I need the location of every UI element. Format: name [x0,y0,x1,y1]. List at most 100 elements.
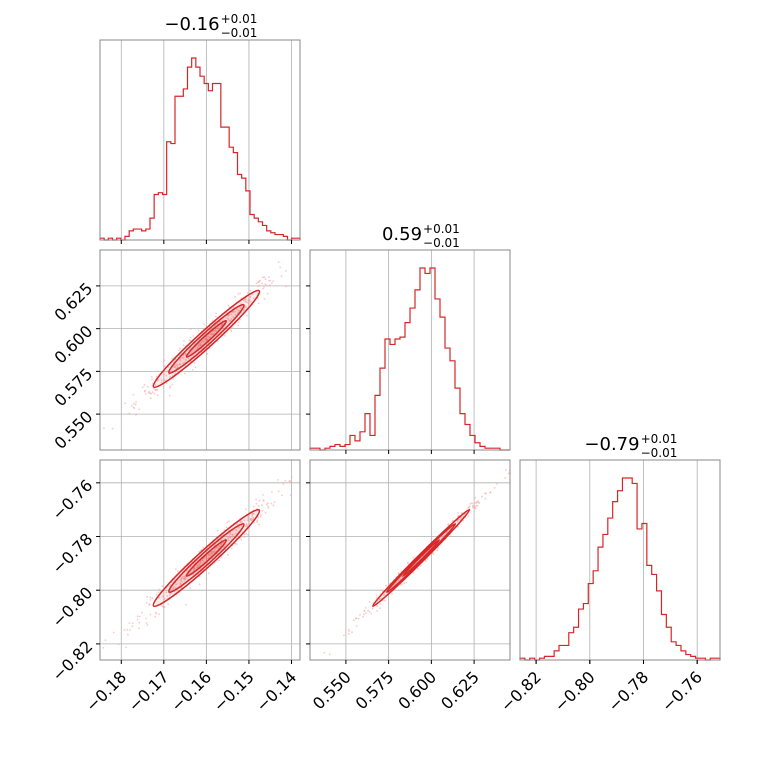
sample-point [234,313,237,316]
sample-point [165,591,168,594]
sample-point [111,427,114,430]
sample-point [176,570,179,572]
y-tick-label: 0.625 [51,279,97,325]
sample-point [163,379,165,382]
sample-point [256,519,259,522]
sample-point [145,601,148,604]
sample-point [148,390,151,393]
sample-point [158,588,161,591]
sample-point [468,505,471,508]
sample-point [151,391,154,394]
sample-point [208,554,210,557]
sample-point [200,341,203,344]
sample-point [240,520,243,522]
sample-point [182,357,185,359]
sample-point [261,509,264,512]
sample-point [270,502,273,505]
corner-plot-panels: −0.16 +0.01−0.010.59 +0.01−0.01−0.79 +0.01−… [48,12,721,715]
sample-point [277,479,279,481]
sample-point [235,537,238,540]
sample-point [192,567,195,570]
sample-point [474,507,476,509]
sample-point [352,619,355,622]
x-axis-col-1: −0.18−0.17−0.16−0.15−0.14 [82,660,300,715]
sample-point [157,378,160,381]
sample-point [234,542,237,545]
sample-point [255,502,258,505]
sample-point [172,587,175,590]
sample-point [211,332,214,334]
sample-point [412,556,415,559]
sample-point [302,267,304,269]
sample-point [253,513,256,515]
sample-point [289,480,291,482]
sample-point [471,506,474,509]
sample-point [218,559,221,562]
sample-point [385,584,387,587]
sample-point [252,516,255,519]
sample-point [169,376,172,378]
sample-point [184,576,186,579]
sample-point [403,582,406,585]
sample-point [224,543,227,546]
sample-point [158,596,161,599]
y-tick-label: −0.82 [48,637,96,685]
sample-point [215,312,218,315]
sample-point [376,610,378,612]
sample-point [235,543,238,545]
sample-point [378,598,381,601]
sample-point [237,293,240,295]
sample-point [471,502,473,504]
sample-point [162,595,164,598]
sample-point [156,394,159,396]
histogram-panel-1: −0.16 +0.01−0.01 [99,12,301,244]
sample-point [158,613,161,616]
sample-point [244,508,247,511]
sample-point [384,599,387,602]
sample-point [412,571,415,574]
sample-point [212,333,215,336]
sample-point [239,307,242,309]
sample-point [221,323,224,326]
panel-frame [99,249,301,451]
sample-point [347,628,350,631]
y-tick-label: 0.575 [51,364,97,410]
sample-point [197,566,200,568]
sample-point [235,533,237,535]
sample-point [328,653,331,656]
sample-point [236,308,238,311]
sample-point [304,253,306,255]
sample-point [245,306,248,308]
sample-point [262,499,265,501]
sample-point [179,359,182,362]
sample-point [126,628,129,631]
sample-point [123,629,126,631]
sample-point [189,587,192,590]
sample-point [244,525,247,527]
histogram-panel-2: 0.59 +0.01−0.01 [309,222,511,454]
sample-point [457,518,460,521]
sample-point [160,381,163,384]
sample-point [151,597,154,600]
sample-point [227,304,230,307]
sample-point [246,314,248,317]
param-title-value: −0.16 [164,14,219,35]
sample-point [102,646,105,649]
sample-point [272,280,275,282]
sample-point [169,594,171,596]
sample-point [237,309,240,312]
param-title-minus: −0.01 [423,236,460,250]
sample-point [133,402,135,405]
sample-point [343,634,345,637]
sample-point [237,311,240,313]
sample-point [171,383,174,386]
sample-point [257,297,259,300]
sample-point [153,387,155,390]
sample-point [146,624,149,626]
sample-point [163,373,166,376]
sample-point [362,615,365,618]
sample-point [215,329,218,332]
param-title-minus: −0.01 [221,26,258,40]
sample-point [237,321,240,323]
sample-point [206,352,209,355]
